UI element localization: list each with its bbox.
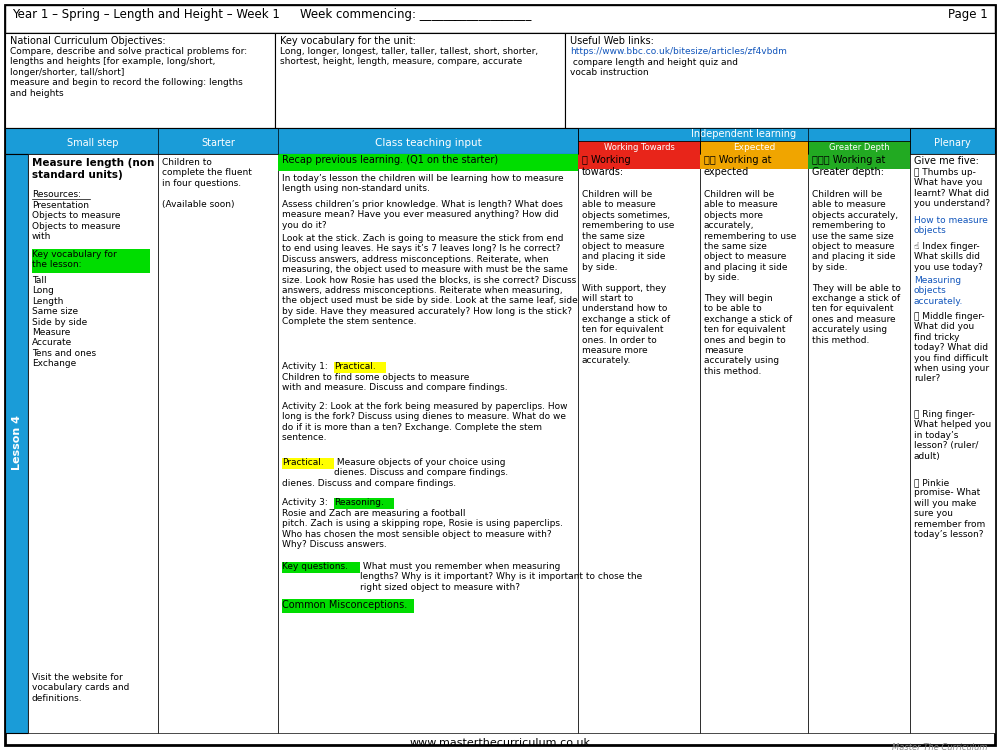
- Text: Activity 3:: Activity 3:: [282, 498, 331, 507]
- Text: Master The Curriculum: Master The Curriculum: [893, 743, 988, 750]
- Text: Children will be
able to measure
objects more
accurately,
remembering to use
the: Children will be able to measure objects…: [704, 190, 796, 376]
- Text: 👍 Middle finger-
What did you
find tricky
today? What did
you find difficult
whe: 👍 Middle finger- What did you find trick…: [914, 312, 989, 383]
- Text: Year 1 – Spring – Length and Height – Week 1: Year 1 – Spring – Length and Height – We…: [12, 8, 280, 21]
- Bar: [334, 498, 394, 509]
- Bar: [5, 154, 28, 733]
- Text: 👍 Thumbs up-
What have you
learnt? What did
you understand?: 👍 Thumbs up- What have you learnt? What …: [914, 168, 990, 208]
- Text: Practical.: Practical.: [334, 362, 376, 371]
- Text: Measuring
objects
accurately.: Measuring objects accurately.: [914, 276, 963, 306]
- Bar: [275, 33, 565, 128]
- Text: How to measure
objects: How to measure objects: [914, 216, 988, 236]
- Bar: [578, 154, 700, 169]
- Text: ⭐ Working
towards:: ⭐ Working towards:: [582, 155, 631, 176]
- Bar: [808, 154, 910, 169]
- Text: Independent learning: Independent learning: [691, 129, 797, 139]
- Text: Greater Depth: Greater Depth: [829, 143, 889, 152]
- Text: dienes. Discuss and compare findings.: dienes. Discuss and compare findings.: [282, 479, 456, 488]
- Text: Key vocabulary for the unit:: Key vocabulary for the unit:: [280, 36, 416, 46]
- Text: Long, longer, longest, taller, taller, tallest, short, shorter,
shortest, height: Long, longer, longest, taller, taller, t…: [280, 47, 538, 67]
- Text: Week commencing: ___________________: Week commencing: ___________________: [300, 8, 531, 21]
- Text: Plenary: Plenary: [934, 138, 970, 148]
- Bar: [334, 362, 386, 373]
- Bar: [5, 128, 995, 154]
- Text: Starter: Starter: [201, 138, 235, 148]
- Text: Lesson 4: Lesson 4: [11, 416, 22, 470]
- Text: Rosie and Zach are measuring a football
pitch. Zach is using a skipping rope, Ro: Rosie and Zach are measuring a football …: [282, 509, 563, 549]
- Text: 👍 Pinkie
promise- What
will you make
sure you
remember from
today’s lesson?: 👍 Pinkie promise- What will you make sur…: [914, 478, 985, 539]
- Text: Class teaching input: Class teaching input: [375, 138, 481, 148]
- Text: Resources:: Resources:: [32, 190, 81, 199]
- Bar: [282, 599, 414, 613]
- Bar: [808, 154, 910, 733]
- Bar: [278, 154, 578, 733]
- Text: Give me five:: Give me five:: [914, 156, 979, 166]
- Bar: [565, 33, 995, 128]
- Text: Recap previous learning. (Q1 on the starter): Recap previous learning. (Q1 on the star…: [282, 155, 498, 165]
- Text: 👍 Ring finger-
What helped you
in today’s
lesson? (ruler/
adult): 👍 Ring finger- What helped you in today’…: [914, 410, 991, 460]
- Text: Page 1: Page 1: [948, 8, 988, 21]
- Bar: [5, 5, 995, 33]
- Text: ⭐⭐ Working at
expected: ⭐⭐ Working at expected: [704, 155, 772, 176]
- Bar: [700, 141, 808, 154]
- Bar: [158, 154, 278, 733]
- Text: ☝️ Index finger-
What skills did
you use today?: ☝️ Index finger- What skills did you use…: [914, 242, 983, 272]
- Text: Activity 1:: Activity 1:: [282, 362, 331, 371]
- Bar: [282, 562, 360, 573]
- Bar: [578, 154, 700, 733]
- Text: Children to
complete the fluent
in four questions.

(Available soon): Children to complete the fluent in four …: [162, 158, 252, 209]
- Text: Activity 2: Look at the fork being measured by paperclips. How
long is the fork?: Activity 2: Look at the fork being measu…: [282, 402, 568, 442]
- Bar: [278, 154, 578, 171]
- Text: ⭐⭐⭐ Working at
Greater depth:: ⭐⭐⭐ Working at Greater depth:: [812, 155, 885, 176]
- Bar: [5, 33, 275, 128]
- Text: Compare, describe and solve practical problems for:
lengths and heights [for exa: Compare, describe and solve practical pr…: [10, 47, 247, 98]
- Text: Presentation
Objects to measure
Objects to measure
with: Presentation Objects to measure Objects …: [32, 201, 120, 242]
- Text: Expected: Expected: [733, 143, 775, 152]
- Text: Working Towards: Working Towards: [604, 143, 674, 152]
- Text: Key questions.: Key questions.: [282, 562, 348, 571]
- Text: What must you remember when measuring
lengths? Why is it important? Why is it im: What must you remember when measuring le…: [360, 562, 642, 592]
- Text: Children will be
able to measure
objects sometimes,
remembering to use
the same : Children will be able to measure objects…: [582, 190, 674, 365]
- Bar: [700, 154, 808, 169]
- Text: Children will be
able to measure
objects accurately,
remembering to
use the same: Children will be able to measure objects…: [812, 190, 901, 344]
- Text: National Curriculum Objectives:: National Curriculum Objectives:: [10, 36, 166, 46]
- Text: Tall
Long
Length
Same size
Side by side
Measure
Accurate
Tens and ones
Exchange: Tall Long Length Same size Side by side …: [32, 276, 96, 368]
- Text: Measure objects of your choice using
dienes. Discuss and compare findings.: Measure objects of your choice using die…: [334, 458, 508, 478]
- Text: Useful Web links:: Useful Web links:: [570, 36, 654, 46]
- Text: Children to find some objects to measure
with and measure. Discuss and compare f: Children to find some objects to measure…: [282, 373, 508, 392]
- Bar: [32, 249, 150, 273]
- Text: Reasoning.: Reasoning.: [334, 498, 384, 507]
- Text: Measure length (non
standard units): Measure length (non standard units): [32, 158, 154, 179]
- Bar: [700, 154, 808, 733]
- Text: Assess children’s prior knowledge. What is length? What does
measure mean? Have : Assess children’s prior knowledge. What …: [282, 200, 563, 230]
- Bar: [28, 154, 158, 733]
- Text: https://www.bbc.co.uk/bitesize/articles/zf4vbdm: https://www.bbc.co.uk/bitesize/articles/…: [570, 47, 787, 56]
- Text: Small step: Small step: [67, 138, 119, 148]
- Text: compare length and height quiz and
vocab instruction: compare length and height quiz and vocab…: [570, 58, 738, 77]
- Bar: [910, 154, 995, 733]
- Text: Common Misconceptions.: Common Misconceptions.: [282, 600, 407, 610]
- Text: Look at the stick. Zach is going to measure the stick from end
to end using leav: Look at the stick. Zach is going to meas…: [282, 234, 578, 326]
- Bar: [808, 141, 910, 154]
- Bar: [578, 141, 700, 154]
- Text: Visit the website for
vocabulary cards and
definitions.: Visit the website for vocabulary cards a…: [32, 673, 129, 703]
- Text: www.masterthecurriculum.co.uk: www.masterthecurriculum.co.uk: [410, 738, 590, 748]
- Bar: [578, 128, 910, 141]
- Text: Key vocabulary for
the lesson:: Key vocabulary for the lesson:: [32, 250, 117, 269]
- Bar: [282, 458, 334, 469]
- Text: In today’s lesson the children will be learning how to measure
length using non-: In today’s lesson the children will be l…: [282, 174, 564, 194]
- Text: Practical.: Practical.: [282, 458, 324, 467]
